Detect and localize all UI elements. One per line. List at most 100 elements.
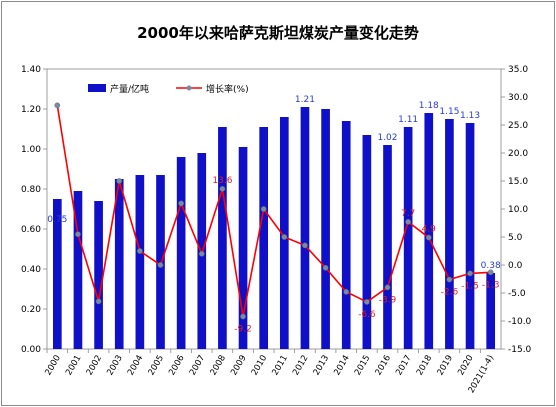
line-point (178, 200, 184, 207)
x-tick-label: 2013 (312, 354, 331, 378)
legend: 产量/亿吨 增长率(%) (88, 83, 249, 95)
bar (259, 127, 269, 349)
x-tick-label: 2002 (85, 354, 104, 378)
x-tick-label: 2003 (105, 354, 124, 378)
line-point (198, 250, 205, 257)
x-tick-label: 2020 (456, 354, 475, 378)
line-point (219, 185, 226, 192)
x-tick-label: 2007 (188, 354, 207, 378)
right-tick-label: -5.0 (508, 289, 526, 299)
bar (176, 157, 186, 349)
legend-line-marker (186, 85, 192, 91)
growth-line (56, 105, 491, 317)
line-point (425, 234, 432, 241)
legend-bar-label: 产量/亿吨 (110, 83, 149, 95)
bar (362, 135, 372, 349)
line-point (281, 234, 288, 240)
right-axis: -15.0 -10.0 -5.0 0.0 5.0 10.0 15.0 20.0 25.0 30.0… (501, 65, 532, 355)
x-tick-label: 2018 (415, 354, 434, 378)
growth-value-label: -2.6 (441, 288, 459, 298)
line-point (157, 262, 164, 268)
left-tick-label: 1.00 (21, 145, 41, 155)
bar (218, 127, 227, 349)
growth-value-label: -1.3 (482, 280, 500, 290)
x-tick-label: 2006 (167, 354, 186, 378)
line-point (364, 299, 370, 305)
line-point (95, 298, 102, 305)
left-tick-label: 1.40 (21, 65, 41, 75)
growth-value-label: -6.6 (358, 310, 376, 320)
right-tick-label: 15.0 (508, 177, 528, 187)
line-point (322, 264, 329, 271)
line-point (240, 313, 246, 320)
right-tick-label: 20.0 (508, 149, 528, 159)
line-point (405, 219, 411, 225)
bar (486, 273, 496, 349)
right-tick-label: 35.0 (508, 65, 528, 75)
x-tick-label: 2011 (270, 354, 289, 378)
x-tick-label: 2019 (436, 354, 455, 378)
left-tick-label: 1.20 (21, 105, 41, 115)
x-tick-label: 2015 (353, 354, 372, 378)
bar (445, 119, 454, 349)
right-tick-label: -15.0 (508, 345, 532, 355)
bar-value-label: 1.21 (295, 95, 315, 105)
line-series (54, 102, 494, 320)
growth-value-label: -9.2 (234, 325, 252, 335)
bar-value-label: 1.15 (439, 107, 459, 117)
left-tick-label: 0.20 (21, 305, 41, 315)
x-tick-label: 2012 (291, 354, 310, 378)
line-point (487, 269, 494, 276)
line-point (446, 276, 453, 283)
line-point (302, 242, 308, 249)
growth-value-label: 7.7 (401, 209, 415, 219)
growth-value-label: -3.9 (379, 295, 397, 305)
right-tick-label: 0.0 (508, 261, 523, 271)
x-tick-label: 2000 (43, 354, 62, 378)
bar (52, 199, 62, 349)
x-tick-label: 2005 (147, 354, 166, 378)
x-tick-label: 2008 (209, 354, 228, 378)
legend-bar-swatch (88, 84, 106, 92)
bar-value-label: 0.75 (47, 215, 67, 225)
x-tick-label: 2017 (394, 354, 413, 378)
line-point (260, 206, 267, 212)
x-tick-label: 2001 (64, 354, 83, 378)
left-tick-label: 0.40 (21, 265, 41, 275)
bar (465, 123, 475, 349)
bar-value-label: 1.13 (460, 111, 480, 121)
bar (114, 179, 124, 349)
bar (73, 191, 83, 349)
right-tick-label: 10.0 (508, 205, 528, 215)
left-tick-label: 0.80 (21, 185, 41, 195)
bar (135, 175, 145, 349)
x-tick-label: 2009 (229, 354, 248, 378)
bar-value-label: 1.11 (398, 115, 418, 125)
left-tick-label: 0.00 (21, 345, 41, 355)
bar (238, 147, 248, 349)
bar (300, 107, 310, 349)
line-point (75, 231, 81, 238)
bar (403, 127, 413, 349)
x-axis: 2000 2001 2002 2003 2004 2005 2006 2007 2008 2009… (43, 349, 496, 395)
bar (383, 145, 392, 349)
x-tick-label: 2004 (126, 354, 145, 378)
right-tick-label: 30.0 (508, 93, 528, 103)
line-point (467, 270, 473, 277)
growth-value-label: 4.9 (422, 225, 437, 235)
chart-title: 2000年以来哈萨克斯坦煤炭产量变化走势 (137, 24, 419, 42)
bar-value-label: 1.02 (377, 133, 397, 143)
bar (156, 175, 165, 349)
x-tick-label: 2016 (374, 354, 393, 378)
data-labels: 0.75 1.21 1.021.111.181.15 1.13 0.38 13.6 -9.2… (47, 95, 501, 335)
left-tick-label: 0.60 (21, 225, 41, 235)
line-point (116, 178, 123, 184)
line-point (54, 102, 61, 109)
line-point (343, 289, 350, 295)
line-point (137, 248, 143, 254)
growth-value-label: -1.5 (461, 281, 479, 291)
bar-value-label: 1.18 (419, 101, 439, 111)
right-tick-label: -10.0 (508, 317, 532, 327)
